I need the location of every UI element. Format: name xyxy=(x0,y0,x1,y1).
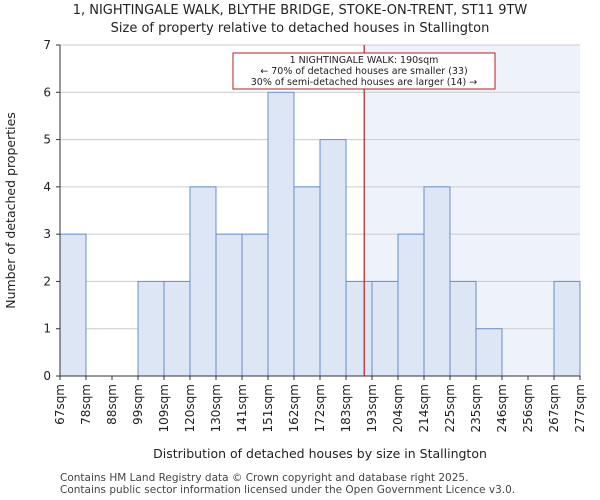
bar xyxy=(267,91,295,377)
chart-subtitle: Size of property relative to detached ho… xyxy=(110,21,490,36)
x-tick-label: 256sqm xyxy=(521,384,535,432)
y-tick-label: 3 xyxy=(43,227,51,241)
x-tick-label: 225sqm xyxy=(443,384,457,432)
bar xyxy=(371,280,399,377)
x-tick-label: 183sqm xyxy=(339,384,353,432)
bar xyxy=(215,233,243,377)
bar xyxy=(293,186,321,377)
chart-title-block: 1, NIGHTINGALE WALK, BLYTHE BRIDGE, STOK… xyxy=(0,2,600,38)
bar xyxy=(59,233,87,377)
bar xyxy=(241,233,269,377)
x-tick-label: 235sqm xyxy=(469,384,483,432)
x-tick-label: 67sqm xyxy=(53,384,67,425)
bar xyxy=(475,328,503,377)
x-tick-label: 109sqm xyxy=(157,384,171,432)
x-tick-label: 78sqm xyxy=(79,384,93,425)
y-tick-label: 4 xyxy=(43,180,51,194)
x-tick-label: 130sqm xyxy=(209,384,223,432)
x-tick-label: 88sqm xyxy=(105,384,119,425)
y-axis-title: Number of detached properties xyxy=(3,112,18,309)
x-tick-label: 193sqm xyxy=(365,384,379,432)
x-tick-label: 204sqm xyxy=(391,384,405,432)
x-tick-label: 120sqm xyxy=(183,384,197,432)
bar xyxy=(319,139,347,377)
footer-line-1: Contains HM Land Registry data © Crown c… xyxy=(60,472,469,484)
bar xyxy=(345,280,373,377)
x-tick-label: 99sqm xyxy=(131,384,145,425)
x-tick-label: 172sqm xyxy=(313,384,327,432)
y-tick-label: 6 xyxy=(43,85,51,99)
footer-line-2: Contains public sector information licen… xyxy=(60,484,516,496)
x-tick-label: 141sqm xyxy=(235,384,249,432)
y-tick-label: 7 xyxy=(43,38,51,52)
bar xyxy=(449,280,477,377)
x-tick-label: 267sqm xyxy=(547,384,561,432)
bar xyxy=(137,280,165,377)
bar xyxy=(553,280,581,377)
y-tick-label: 0 xyxy=(43,369,51,383)
footer: Contains HM Land Registry data © Crown c… xyxy=(60,472,515,496)
y-tick-label: 5 xyxy=(43,133,51,147)
bar xyxy=(423,186,451,377)
x-tick-label: 246sqm xyxy=(495,384,509,432)
x-tick-label: 277sqm xyxy=(573,384,587,432)
x-tick-label: 162sqm xyxy=(287,384,301,432)
annotation-line: ← 70% of detached houses are smaller (33… xyxy=(260,66,467,77)
x-tick-label: 214sqm xyxy=(417,384,431,432)
annotation-box xyxy=(232,52,496,90)
y-tick-label: 1 xyxy=(43,322,51,336)
x-axis-title: Distribution of detached houses by size … xyxy=(153,446,487,461)
x-tick-label: 151sqm xyxy=(261,384,275,432)
bar xyxy=(163,280,191,377)
bar xyxy=(189,186,217,377)
annotation-line: 1 NIGHTINGALE WALK: 190sqm xyxy=(290,55,439,66)
annotation-line: 30% of semi-detached houses are larger (… xyxy=(251,77,478,88)
bar xyxy=(397,233,425,377)
y-tick-label: 2 xyxy=(43,274,51,288)
chart-title: 1, NIGHTINGALE WALK, BLYTHE BRIDGE, STOK… xyxy=(72,3,528,18)
